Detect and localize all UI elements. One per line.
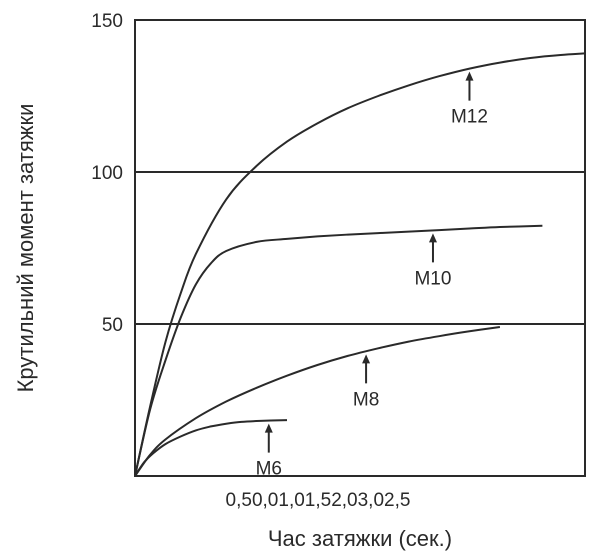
grid-layer xyxy=(135,171,585,325)
annotation-layer: M12 M10 M8 M6 xyxy=(256,71,488,480)
series-line-m6 xyxy=(134,419,288,477)
annotation-arrowhead-m12 xyxy=(465,71,474,81)
annotation-label-m8: M8 xyxy=(353,389,379,410)
x-axis-title: Час затяжки (сек.) xyxy=(268,526,452,551)
y-tick-label-150: 150 xyxy=(91,11,123,32)
annotation-label-m12: M12 xyxy=(451,107,488,128)
annotation-label-m10: M10 xyxy=(414,268,451,289)
series-line-m12 xyxy=(134,52,586,477)
annotation-label-m6: M6 xyxy=(256,459,282,480)
y-tick-label-50: 50 xyxy=(102,315,123,336)
series-layer xyxy=(134,52,586,477)
y-tick-layer: 50 100 150 xyxy=(91,11,123,336)
annotation-arrowhead-m6 xyxy=(264,423,273,433)
y-tick-label-100: 100 xyxy=(91,163,123,184)
series-line-m10 xyxy=(134,224,543,477)
x-tick-labels: 0,50,01,01,52,03,02,5 xyxy=(226,490,411,511)
series-line-m8 xyxy=(134,326,501,477)
y-axis-title: Крутильний момент затяжки xyxy=(13,104,38,393)
annotation-arrowhead-m10 xyxy=(428,233,437,243)
annotation-arrowhead-m8 xyxy=(362,354,371,364)
plot-frame xyxy=(134,19,586,477)
